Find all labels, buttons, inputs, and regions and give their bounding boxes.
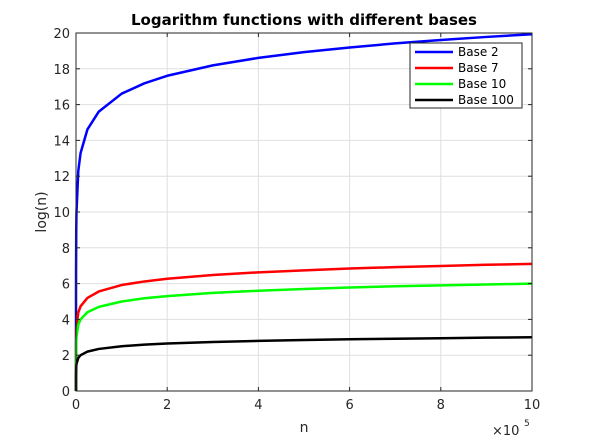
chart-title: Logarithm functions with different bases: [131, 11, 477, 29]
x-axis-multiplier-base: ×10: [492, 424, 519, 439]
legend-label-base-7: Base 7: [458, 61, 499, 75]
ticks: [75, 32, 533, 392]
y-tick-label-5: 10: [53, 206, 70, 221]
y-tick-label-1: 2: [62, 349, 70, 364]
x-tick-label-1: 2: [163, 398, 171, 413]
x-axis-multiplier: ×10 5: [492, 419, 530, 439]
legend: Base 2 Base 7 Base 10 Base 100: [409, 42, 523, 109]
y-tick-label-2: 4: [62, 313, 70, 328]
y-tick-label-7: 14: [53, 134, 70, 149]
x-tick-label-4: 8: [437, 398, 445, 413]
x-tick-label-0: 0: [72, 398, 80, 413]
legend-box: [409, 42, 523, 109]
legend-label-base-100: Base 100: [458, 93, 514, 107]
x-tick-label-2: 4: [254, 398, 262, 413]
x-tick-label-5: 10: [524, 398, 541, 413]
x-axis-multiplier-exponent: 5: [524, 419, 530, 429]
x-axis-label: n: [300, 420, 309, 436]
y-tick-label-10: 20: [53, 27, 70, 42]
legend-label-base-10: Base 10: [458, 77, 506, 91]
y-tick-label-3: 6: [62, 278, 70, 293]
y-axis-label: log(n): [34, 191, 50, 232]
y-tick-label-4: 8: [62, 242, 70, 257]
legend-label-base-2: Base 2: [458, 45, 499, 59]
y-tick-label-9: 18: [53, 63, 70, 78]
y-tick-label-6: 12: [53, 170, 70, 185]
y-tick-label-0: 0: [62, 385, 70, 400]
y-tick-label-8: 16: [53, 99, 70, 114]
x-tick-label-3: 6: [345, 398, 353, 413]
tick-labels: 0 2 4 6 8 10 0 2 4 6 8 10 12 14 16 18 20: [53, 27, 540, 413]
